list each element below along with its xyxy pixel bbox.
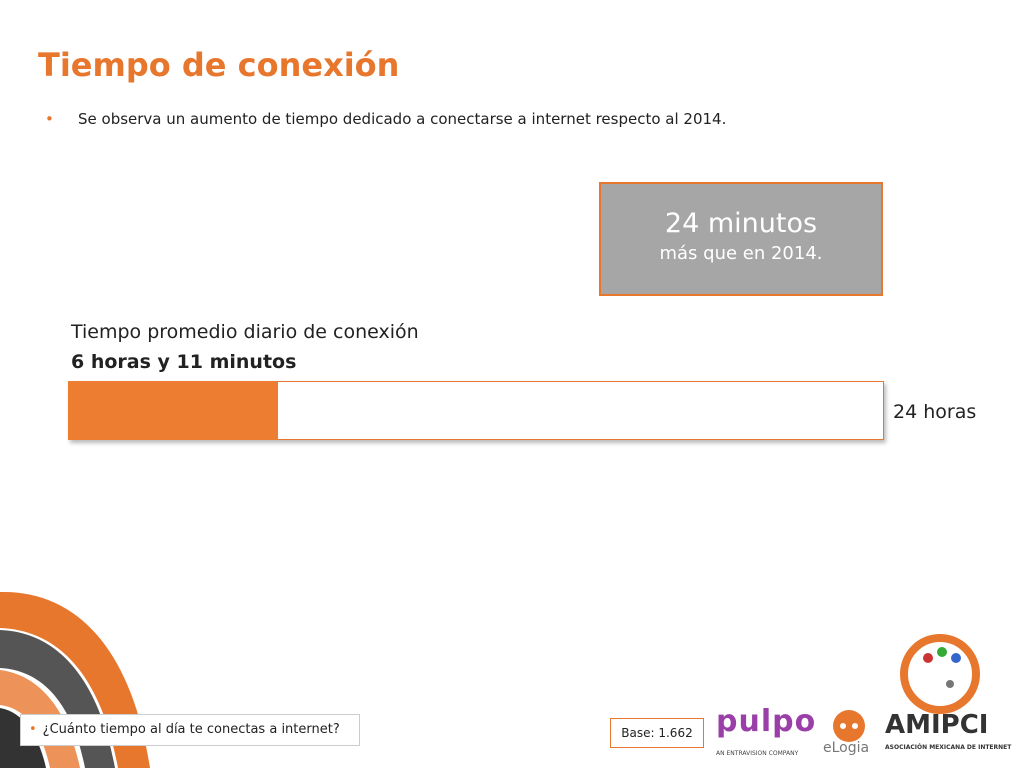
bar-value: 6 horas y 11 minutos	[71, 351, 297, 373]
highlight-big: 24 minutos	[664, 208, 818, 239]
bar-fill	[68, 381, 278, 440]
amipci-icon	[900, 634, 980, 714]
elogia-logo: eLogia	[823, 740, 870, 756]
amipci-sub: ASOCIACIÓN MEXICANA DE INTERNET	[885, 744, 1012, 751]
pulpo-logo: pulpo	[716, 704, 817, 739]
title: Tiempo de conexión	[38, 46, 400, 84]
question: ¿Cuánto tiempo al día te conectas a inte…	[42, 722, 340, 737]
bar-total: 24 horas	[893, 401, 977, 423]
bullet-text: Se observa un aumento de tiempo dedicado…	[78, 110, 727, 128]
elogia-icon	[833, 710, 865, 742]
base-box: Base: 1.662	[610, 718, 704, 748]
highlight-box: 24 minutos más que en 2014.	[599, 182, 883, 296]
footnote: • ¿Cuánto tiempo al día te conectas a int…	[20, 714, 360, 746]
amipci-logo: AMIPCI	[885, 710, 989, 740]
highlight-small: más que en 2014.	[659, 243, 823, 264]
bullet-dot: •	[45, 110, 54, 128]
pulpo-sub: AN ENTRAVISION COMPANY	[716, 750, 799, 757]
bar-label: Tiempo promedio diario de conexión	[71, 321, 419, 343]
